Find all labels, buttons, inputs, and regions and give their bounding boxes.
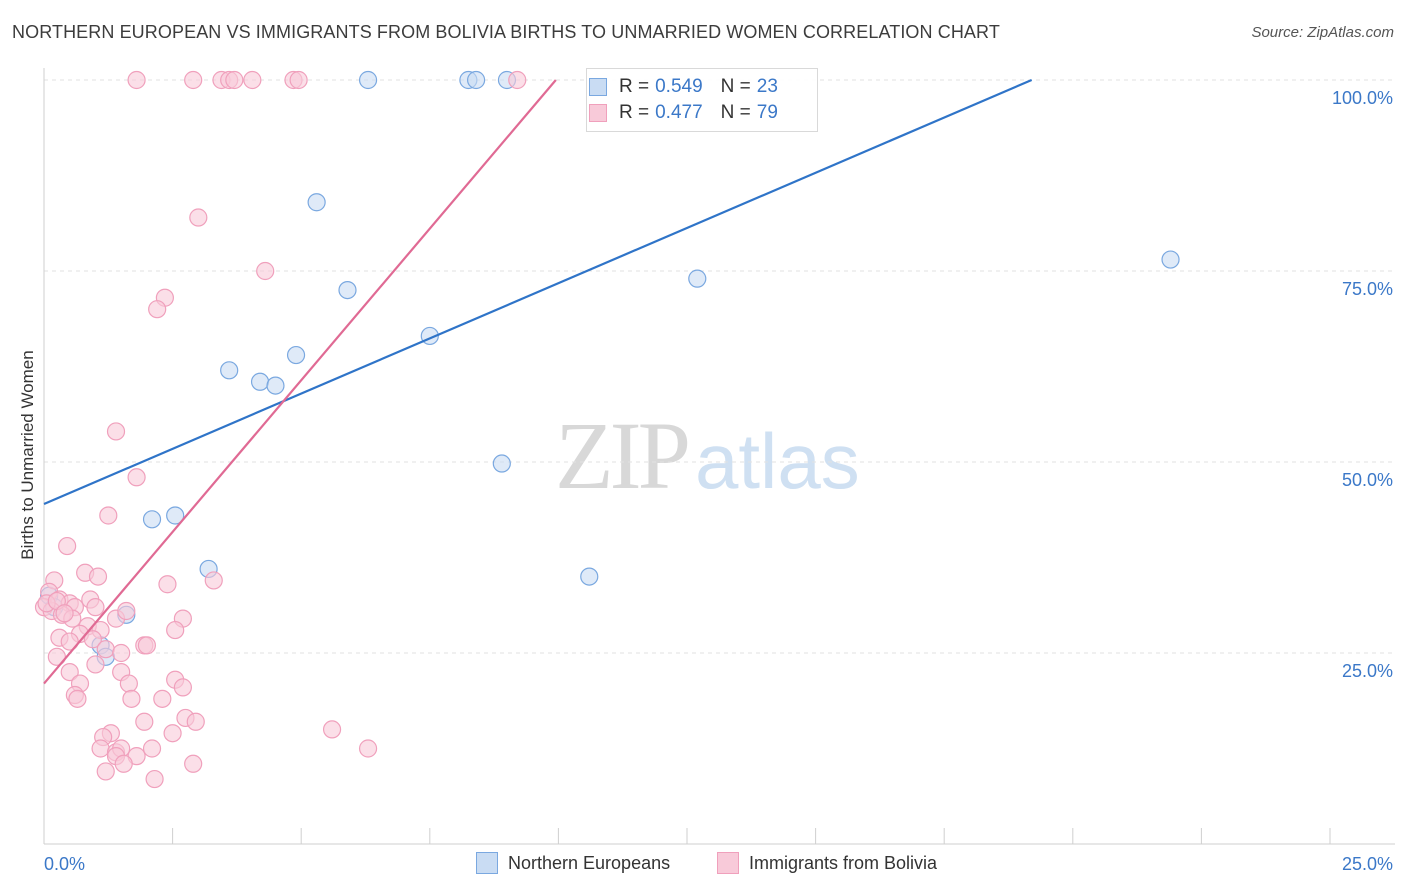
point-bolivia <box>153 689 172 708</box>
point-bolivia <box>148 300 167 319</box>
point-bolivia <box>96 640 115 659</box>
point-northern-european <box>166 506 185 525</box>
legend-r-label: R = <box>619 76 650 97</box>
point-northern-european <box>1161 250 1180 269</box>
legend-n-value: 79 <box>756 102 778 123</box>
point-bolivia <box>225 70 244 90</box>
legend-row-northern-europeans: R = 0.549 N = 23 <box>587 75 796 99</box>
point-northern-european <box>220 361 239 380</box>
point-bolivia <box>68 689 87 708</box>
point-bolivia <box>186 712 205 731</box>
x-tick-label: 0.0% <box>44 854 85 874</box>
point-bolivia <box>122 689 141 708</box>
y-tick-label: 100.0% <box>1332 88 1393 108</box>
chart-title: NORTHERN EUROPEAN VS IMMIGRANTS FROM BOL… <box>12 22 1000 42</box>
legend-n-value: 23 <box>756 76 778 97</box>
y-tick-label: 25.0% <box>1342 661 1393 681</box>
series-name: Immigrants from Bolivia <box>749 852 938 873</box>
point-northern-european <box>266 376 285 395</box>
tick-labels: 25.0% 50.0% 75.0% 100.0% 0.0% 25.0% <box>44 88 1393 874</box>
point-northern-european <box>142 510 162 529</box>
point-bolivia <box>114 754 133 773</box>
point-bolivia <box>127 70 146 90</box>
legend-swatch-blue <box>589 78 607 96</box>
point-bolivia <box>358 739 378 758</box>
series-swatch-blue <box>476 852 498 874</box>
point-bolivia <box>189 208 208 227</box>
point-bolivia <box>127 468 146 487</box>
point-bolivia <box>119 674 138 693</box>
point-northern-european <box>688 269 707 288</box>
point-bolivia <box>83 630 102 649</box>
trend-line-bolivia <box>43 79 557 685</box>
point-bolivia <box>184 754 203 773</box>
point-bolivia <box>508 70 527 90</box>
point-northern-european <box>250 372 270 391</box>
point-northern-european <box>307 193 326 212</box>
point-bolivia <box>184 70 203 90</box>
point-bolivia <box>173 678 192 697</box>
series-swatch-pink <box>717 852 739 874</box>
axes <box>43 68 1395 845</box>
legend-swatch-pink <box>589 104 607 122</box>
point-northern-european <box>492 454 511 473</box>
legend-r-value: 0.549 <box>655 76 703 97</box>
point-bolivia <box>58 536 77 556</box>
point-bolivia <box>117 601 136 621</box>
watermark-atlas: atlas <box>695 417 860 505</box>
point-northern-european <box>338 281 357 300</box>
point-bolivia <box>166 620 185 640</box>
point-bolivia <box>91 739 110 758</box>
point-bolivia <box>243 70 262 90</box>
legend-n-label: N = <box>720 102 751 123</box>
point-bolivia <box>145 769 164 789</box>
series-legend: Northern Europeans Immigrants from Boliv… <box>0 852 1406 876</box>
legend-r-label: R = <box>619 102 650 123</box>
y-axis-label: Births to Unmarried Women <box>18 350 37 560</box>
point-bolivia <box>142 739 162 758</box>
series-name: Northern Europeans <box>508 852 671 873</box>
point-bolivia <box>322 720 342 739</box>
series-legend-bolivia[interactable]: Immigrants from Bolivia <box>717 852 937 874</box>
point-bolivia <box>86 655 105 674</box>
point-bolivia <box>112 643 131 663</box>
source-credit: Source: ZipAtlas.com <box>1251 24 1394 41</box>
x-tick-label: 25.0% <box>1342 854 1393 874</box>
trend-line-northern-europeans <box>43 78 1033 506</box>
y-tick-label: 50.0% <box>1342 470 1393 490</box>
data-points <box>34 70 1180 789</box>
point-bolivia <box>96 762 115 781</box>
point-bolivia <box>137 636 156 655</box>
point-bolivia <box>106 422 126 441</box>
trend-lines <box>43 78 1033 685</box>
point-bolivia <box>55 604 74 623</box>
watermark-zip: ZIP <box>555 402 691 509</box>
point-northern-european <box>466 70 486 90</box>
point-bolivia <box>60 662 79 682</box>
point-bolivia <box>163 724 182 743</box>
series-legend-northern-europeans[interactable]: Northern Europeans <box>476 852 670 874</box>
point-bolivia <box>158 575 177 594</box>
y-tick-label: 75.0% <box>1342 279 1393 299</box>
point-northern-european <box>580 567 599 586</box>
legend-r-value: 0.477 <box>655 102 703 123</box>
point-bolivia <box>86 598 105 617</box>
legend-n-label: N = <box>720 76 751 97</box>
point-northern-european <box>358 70 378 90</box>
point-bolivia <box>135 712 154 731</box>
correlation-legend: R = 0.549 N = 23 R = 0.477 N = 79 <box>586 68 818 132</box>
point-bolivia <box>88 567 108 586</box>
zipatlas-watermark: ZIP atlas <box>555 400 860 511</box>
point-bolivia <box>204 571 223 590</box>
gridlines <box>44 79 1395 654</box>
legend-row-bolivia: R = 0.477 N = 79 <box>587 101 796 125</box>
point-bolivia <box>99 506 118 525</box>
point-bolivia <box>256 261 275 281</box>
point-bolivia <box>289 70 308 90</box>
point-northern-european <box>286 345 306 365</box>
